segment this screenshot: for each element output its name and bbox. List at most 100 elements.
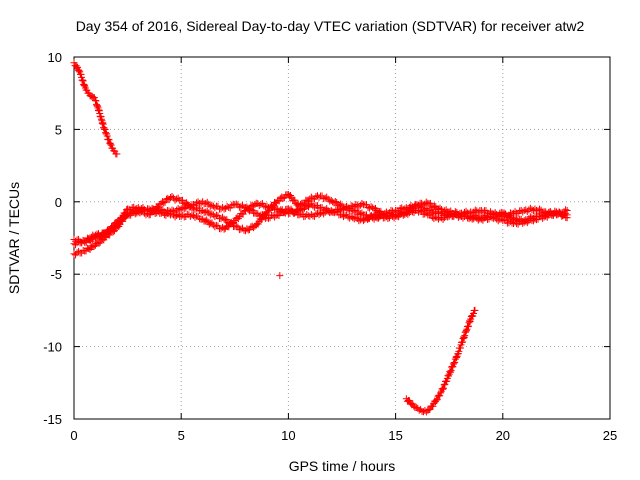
data-point-fill [483, 213, 491, 221]
data-point-fill [471, 212, 479, 220]
data-point-fill [545, 209, 553, 217]
data-point-fill [237, 203, 245, 211]
data-point-fill [228, 201, 236, 209]
data-point-fill [211, 213, 219, 221]
data-point-fill [372, 210, 380, 218]
y-tick-label: 10 [48, 50, 62, 65]
data-point-fill [179, 203, 187, 211]
data-point-fill [107, 141, 115, 149]
y-tick-label: -5 [50, 267, 62, 282]
data-point-fill [179, 196, 187, 204]
data-point-fill [320, 210, 328, 218]
grid [73, 56, 611, 420]
data-point-fill [321, 194, 329, 202]
data-point-fill [255, 212, 263, 220]
x-tick-label: 10 [281, 428, 295, 443]
data-point-fill [99, 229, 107, 237]
data-point-fill [479, 208, 487, 216]
data-point-fill [404, 210, 412, 218]
data-point-fill [421, 210, 429, 218]
data-point-fill [443, 377, 451, 385]
data-point [113, 150, 121, 158]
data-point-fill [415, 208, 423, 216]
data-point-fill [202, 199, 210, 207]
data-point-fill [136, 209, 144, 217]
data-point-fill [390, 214, 398, 222]
data-point [276, 272, 284, 280]
data-point-fill [212, 211, 220, 219]
plot-frame [73, 56, 611, 420]
data-point-fill [343, 202, 351, 210]
data-point-fill [487, 210, 495, 218]
data-point-fill [189, 200, 197, 208]
y-tick-label: 5 [55, 122, 62, 137]
chart-title: Day 354 of 2016, Sidereal Day-to-day VTE… [76, 18, 585, 34]
data-point-fill [439, 215, 447, 223]
data-point-fill [369, 204, 377, 212]
data-point-fill [447, 367, 455, 375]
data-point-fill [419, 201, 427, 209]
data-point [402, 209, 410, 217]
data-point-fill [456, 344, 464, 352]
data-points [70, 59, 571, 416]
data-point-fill [105, 136, 113, 144]
data-point-fill [197, 207, 205, 215]
data-point-fill [408, 208, 416, 216]
data-point-fill [186, 212, 194, 220]
x-tick-label: 15 [388, 428, 402, 443]
data-point-fill [352, 213, 360, 221]
data-point-fill [455, 347, 463, 355]
data-point-fill [441, 207, 449, 215]
data-point-fill [239, 210, 247, 218]
data-point-fill [447, 211, 455, 219]
data-point-fill [174, 205, 182, 213]
data-point-fill [416, 207, 424, 215]
data-point-fill [422, 198, 430, 206]
data-point-fill [465, 319, 473, 327]
data-point-fill [446, 368, 454, 376]
data-point-fill [101, 125, 109, 133]
data-point-fill [268, 202, 276, 210]
data-point-fill [310, 203, 318, 211]
data-point-fill [116, 218, 124, 226]
data-point-fill [247, 205, 255, 213]
data-point [462, 327, 470, 335]
data-point [295, 211, 303, 219]
x-tick-label: 25 [603, 428, 617, 443]
data-point [70, 250, 78, 258]
data-point-fill [202, 208, 210, 216]
data-point-fill [161, 198, 169, 206]
data-point-fill [466, 317, 474, 325]
data-point-fill [77, 70, 85, 78]
y-axis-label: SDTVAR / TECUs [6, 182, 22, 294]
data-point-fill [80, 80, 88, 88]
data-point [74, 66, 82, 74]
data-point [563, 214, 571, 222]
data-point [432, 396, 440, 404]
data-point-fill [461, 332, 469, 340]
data-point-fill [148, 204, 156, 212]
data-point-fill [264, 214, 272, 222]
data-point-fill [493, 210, 501, 218]
data-point-fill [451, 358, 459, 366]
data-point-fill [433, 396, 441, 404]
data-point-fill [460, 333, 468, 341]
data-point-fill [500, 209, 508, 217]
data-point-fill [399, 211, 407, 219]
data-point-fill [315, 204, 323, 212]
data-point [471, 306, 479, 314]
data-point-fill [154, 205, 162, 213]
data-point-fill [355, 203, 363, 211]
data-point-fill [271, 206, 279, 214]
data-point [306, 201, 314, 209]
data-point-fill [418, 199, 426, 207]
data-point-fill [80, 81, 88, 89]
data-point-fill [105, 228, 113, 236]
data-point [166, 193, 174, 201]
y-tick-label: -15 [43, 412, 62, 427]
data-point [106, 140, 114, 148]
data-point-fill [180, 205, 188, 213]
data-point-fill [332, 207, 340, 215]
data-point-fill [160, 199, 168, 207]
data-point-fill [237, 225, 245, 233]
